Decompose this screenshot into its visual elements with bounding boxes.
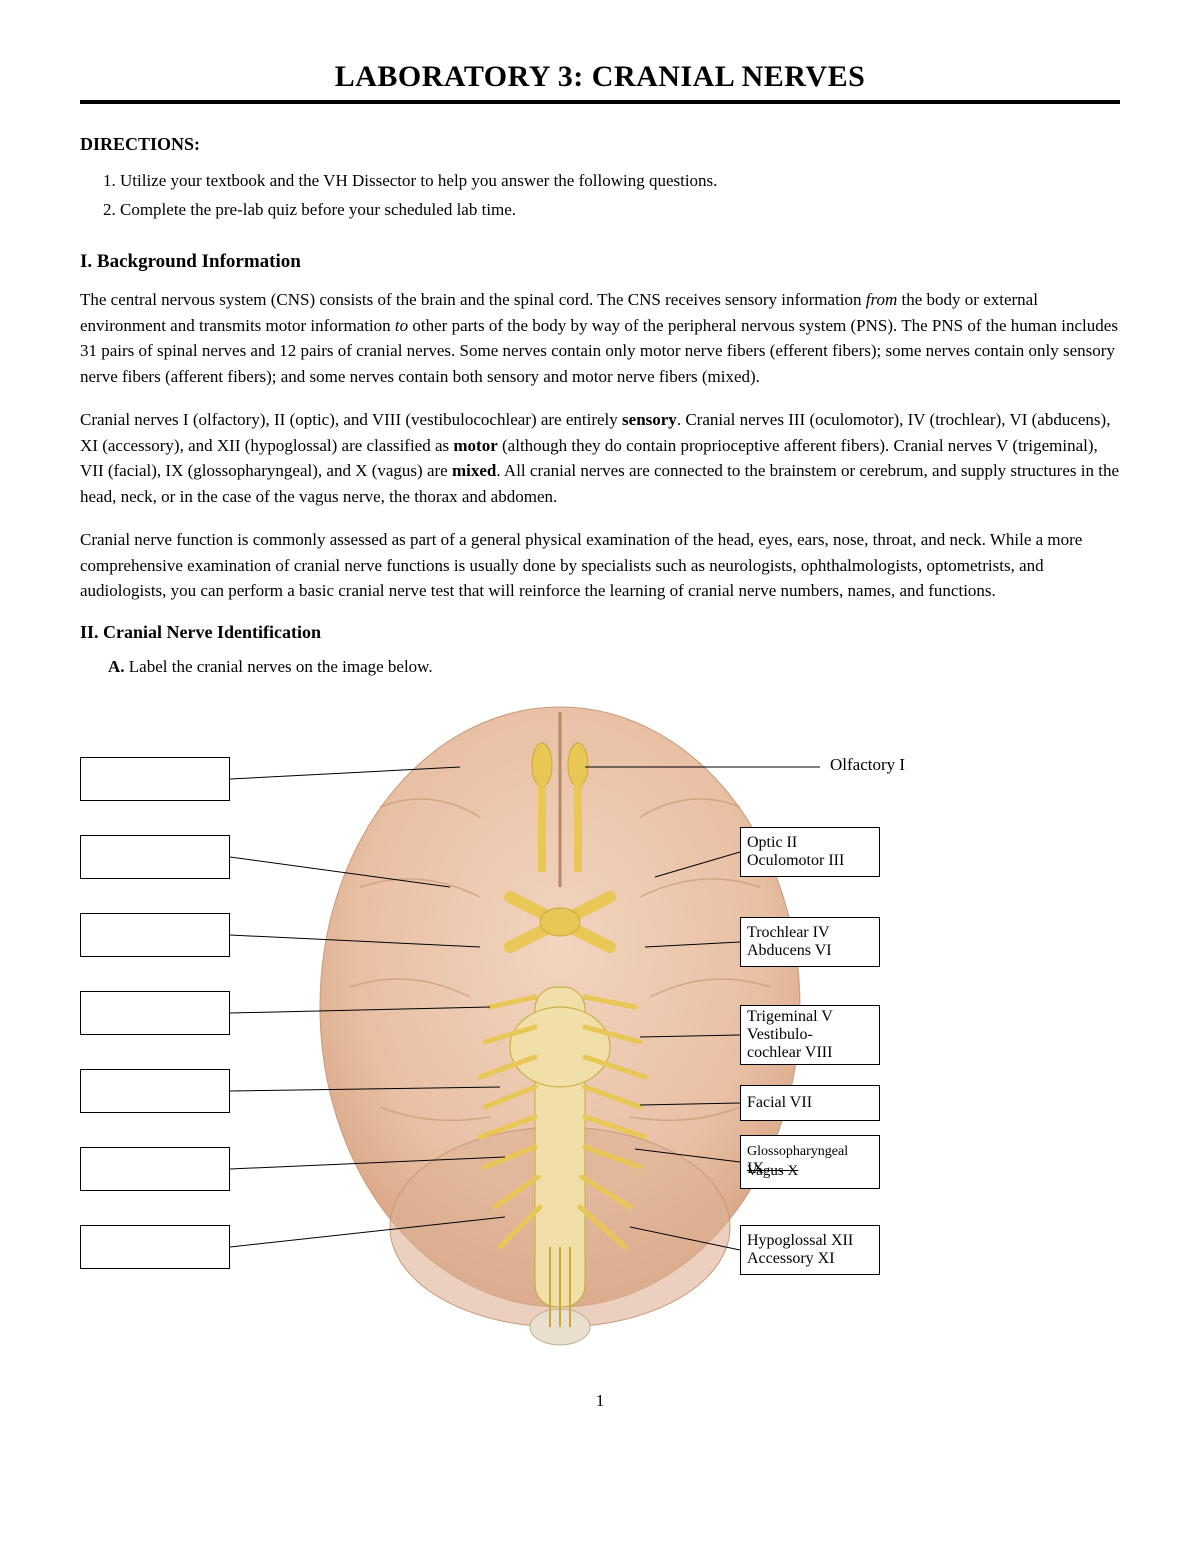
text-bold: A. [108,657,125,676]
text: Abducens VI [747,942,873,960]
paragraph-1: The central nervous system (CNS) consist… [80,287,1120,389]
blank-box-1[interactable] [80,757,230,801]
text: Cranial nerves I (olfactory), II (optic)… [80,410,622,429]
label-box-facial[interactable]: Facial VII [740,1085,880,1121]
text: Oculomotor III [747,852,873,870]
text: The central nervous system (CNS) consist… [80,290,866,309]
text-bold: motor [453,436,497,455]
label-box-optic[interactable]: Optic II Oculomotor III [740,827,880,877]
paragraph-2: Cranial nerves I (olfactory), II (optic)… [80,407,1120,509]
text: cochlear VIII [747,1044,873,1062]
label-box-trochlear[interactable]: Trochlear IV Abducens VI [740,917,880,967]
blank-box-2[interactable] [80,835,230,879]
blank-box-4[interactable] [80,991,230,1035]
text: Optic II [747,834,873,852]
label-box-trigeminal[interactable]: Trigeminal V Vestibulo- cochlear VIII [740,1005,880,1065]
text-italic: from [866,290,898,309]
text: Hypoglossal XII [747,1232,873,1250]
directions-list: Utilize your textbook and the VH Dissect… [80,167,1120,223]
page-title: LABORATORY 3: CRANIAL NERVES [80,60,1120,104]
blank-box-5[interactable] [80,1069,230,1113]
text: Vestibulo- [747,1026,873,1044]
text: Glossopharyngeal [747,1144,873,1159]
section-2-subitem: A. Label the cranial nerves on the image… [108,657,1120,677]
text: Label the cranial nerves on the image be… [129,657,433,676]
text-italic: to [395,316,408,335]
label-olfactory: Olfactory I [830,755,905,775]
direction-item: Complete the pre-lab quiz before your sc… [120,196,1120,223]
text-bold: sensory [622,410,677,429]
blank-box-7[interactable] [80,1225,230,1269]
page-number: 1 [80,1391,1120,1411]
direction-item: Utilize your textbook and the VH Dissect… [120,167,1120,194]
directions-heading: DIRECTIONS: [80,134,1120,155]
label-box-hypoglossal[interactable]: Hypoglossal XII Accessory XI [740,1225,880,1275]
blank-box-3[interactable] [80,913,230,957]
paragraph-3: Cranial nerve function is commonly asses… [80,527,1120,604]
text: Trigeminal V [747,1008,873,1026]
text-bold: mixed [452,461,496,480]
text: Trochlear IV [747,924,873,942]
brain-svg [80,687,1120,1387]
section-1-heading: I. Background Information [80,251,1120,273]
section-2-heading: II. Cranial Nerve Identification [80,622,1120,643]
label-box-glosso[interactable]: Glossopharyngeal IX Vagus X [740,1135,880,1189]
brain-diagram: Olfactory I Optic II Oculomotor III Troc… [80,687,1120,1387]
text: Vagus X [747,1163,873,1180]
blank-box-6[interactable] [80,1147,230,1191]
text: Accessory XI [747,1250,873,1268]
text: Facial VII [747,1094,873,1112]
